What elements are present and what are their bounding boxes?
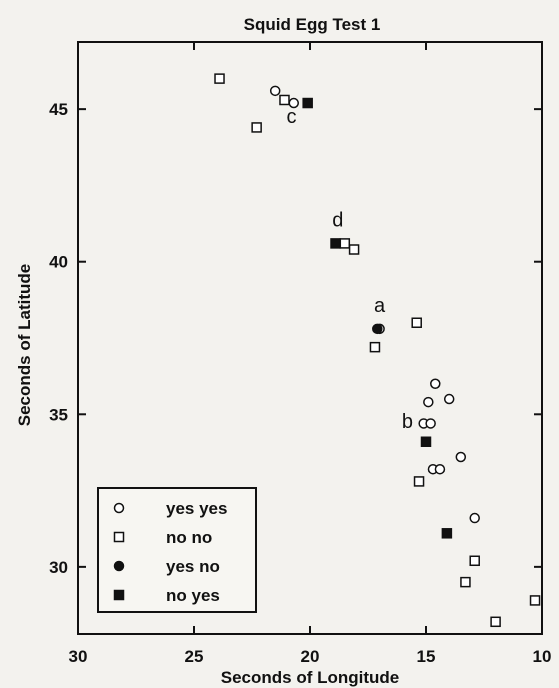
annotation-b: b <box>402 411 413 433</box>
no-yes-point <box>302 97 313 109</box>
yes-yes-point <box>455 451 467 463</box>
x-tick-label: 25 <box>185 647 204 666</box>
no-no-point <box>490 616 501 628</box>
yes-yes-point <box>434 463 446 475</box>
no-yes-point <box>441 528 453 539</box>
x-tick-label: 15 <box>417 647 436 666</box>
legend-box <box>97 487 257 613</box>
yes-no-point <box>372 323 383 335</box>
legend-label: yes no <box>166 557 220 576</box>
legend-marker-yes-yes <box>113 502 125 514</box>
no-yes-point <box>330 238 341 249</box>
no-no-point <box>251 122 262 133</box>
data-points <box>214 73 541 628</box>
no-no-point <box>460 576 471 588</box>
y-tick-label: 45 <box>49 100 68 119</box>
legend-label: no yes <box>166 586 220 605</box>
x-axis-label: Seconds of Longitude <box>221 668 400 687</box>
no-no-point <box>411 317 422 328</box>
yes-yes-point <box>469 512 480 524</box>
annotation-c: c <box>286 106 296 128</box>
annotation-d: d <box>332 210 343 232</box>
no-no-point <box>469 555 480 567</box>
legend-label: yes yes <box>166 499 227 518</box>
yes-yes-point <box>423 396 434 408</box>
yes-yes-point <box>425 418 436 429</box>
x-tick-label: 10 <box>533 647 552 666</box>
y-tick-label: 30 <box>49 558 68 577</box>
yes-yes-point <box>443 393 455 405</box>
x-tick-label: 30 <box>69 647 88 666</box>
yes-yes-point <box>430 378 441 390</box>
no-no-point <box>369 341 381 353</box>
legend-marker-no-yes <box>113 589 125 601</box>
y-tick-label: 35 <box>49 405 68 424</box>
no-no-point <box>413 476 425 487</box>
annotation-a: a <box>374 295 386 317</box>
no-no-point <box>279 94 290 106</box>
no-no-point <box>529 595 541 606</box>
legend-marker-no-no <box>113 531 125 543</box>
yes-yes-point <box>269 85 281 97</box>
legend-label: no no <box>166 528 212 547</box>
legend-marker-yes-no <box>113 560 125 572</box>
y-axis-label: Seconds of Latitude <box>15 264 34 426</box>
x-tick-label: 20 <box>301 647 320 666</box>
legend: yes yes no no yes no no yes <box>97 487 257 613</box>
no-no-point <box>339 238 351 249</box>
annotations: c d a b <box>286 106 413 433</box>
no-no-point <box>214 73 225 84</box>
y-tick-label: 40 <box>49 253 68 272</box>
no-no-point <box>348 244 360 255</box>
no-yes-point <box>420 436 432 448</box>
x-axis: 30 25 20 15 10 <box>69 42 552 666</box>
chart-title: Squid Egg Test 1 <box>244 15 381 34</box>
y-axis: 30 35 40 45 <box>49 100 542 577</box>
